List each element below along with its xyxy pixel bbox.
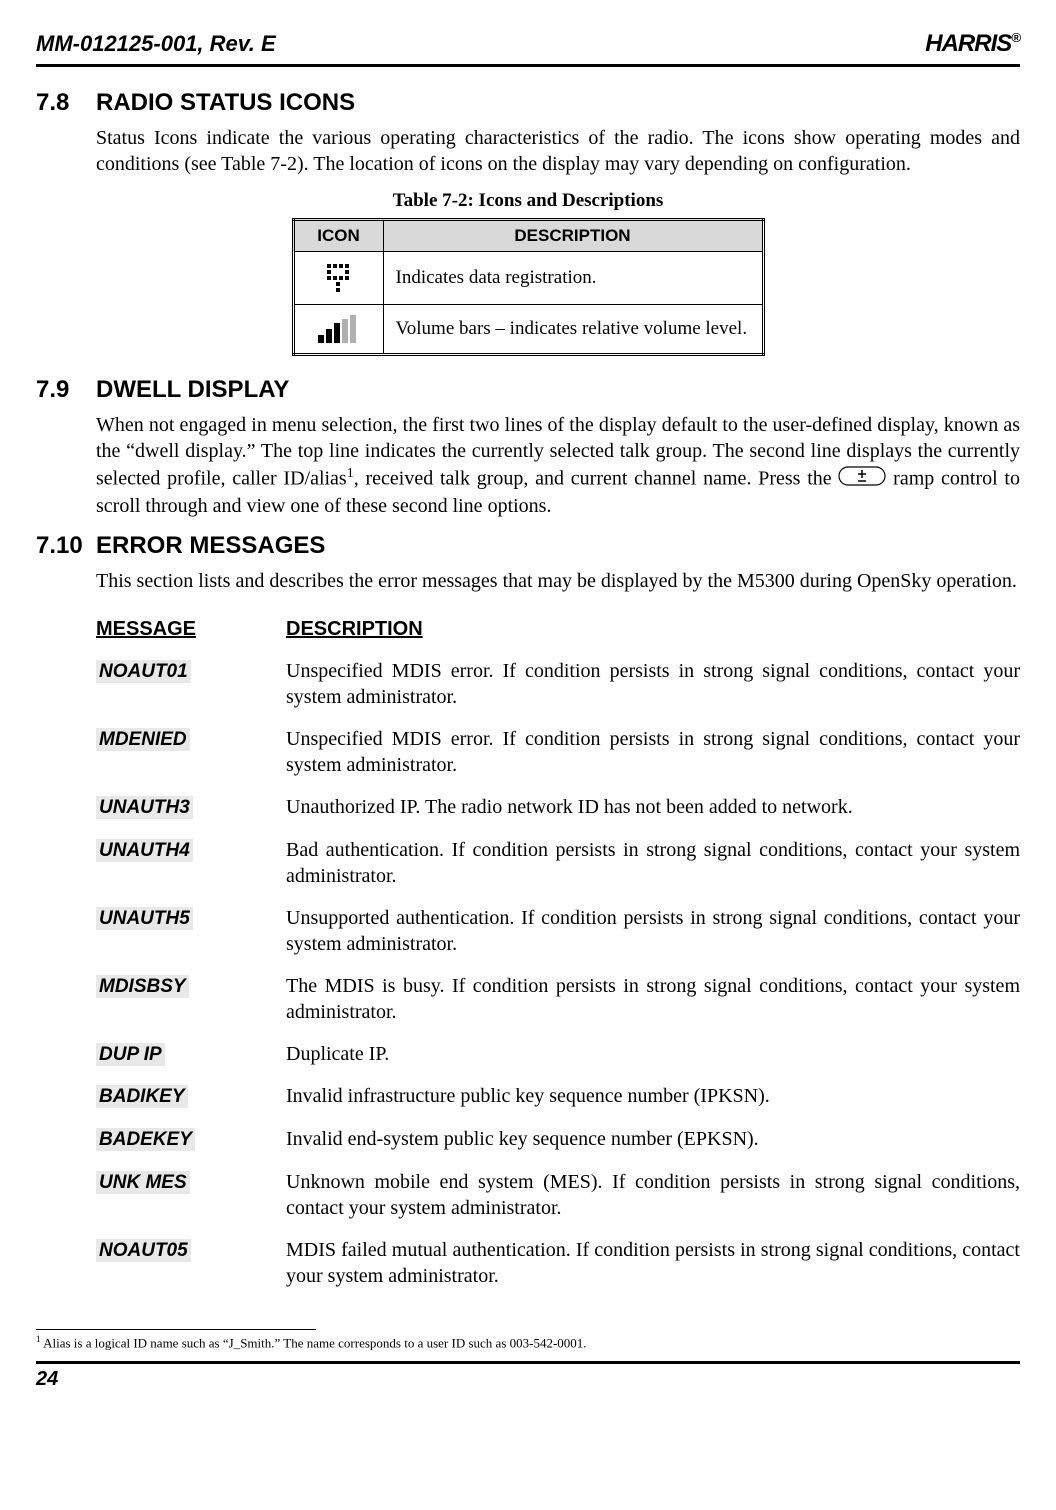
msg-desc: Unspecified MDIS error. If condition per… [286, 652, 1020, 720]
msg-code: NOAUT01 [96, 660, 191, 683]
footnote-ref: 1 [347, 466, 354, 481]
icon-table: ICON DESCRIPTION Indicates data registra… [292, 218, 765, 356]
msg-desc: Unsupported authentication. If condition… [286, 899, 1020, 967]
footnote-rule [36, 1329, 316, 1330]
message-table: MESSAGE DESCRIPTION NOAUT01 Unspecified M… [96, 610, 1020, 1299]
msg-code: UNAUTH3 [96, 796, 193, 819]
ramp-control-icon [838, 466, 886, 493]
icon-cell [293, 304, 383, 354]
header-rule [36, 64, 1020, 67]
volume-bars-icon [316, 313, 362, 345]
section-body-7-10: This section lists and describes the err… [96, 568, 1020, 594]
section-title: ERROR MESSAGES [96, 532, 325, 560]
table-row: MDENIED Unspecified MDIS error. If condit… [96, 720, 1020, 788]
table-row: UNAUTH4 Bad authentication. If condition … [96, 831, 1020, 899]
msg-desc: MDIS failed mutual authentication. If co… [286, 1231, 1020, 1299]
section-num: 7.10 [36, 532, 96, 560]
icon-cell [293, 251, 383, 304]
table-row: UNK MES Unknown mobile end system (MES). … [96, 1163, 1020, 1231]
msg-code: NOAUT05 [96, 1239, 191, 1262]
msg-code: BADEKEY [96, 1128, 195, 1151]
footer-rule [36, 1361, 1020, 1364]
section-body-7-9: When not engaged in menu selection, the … [96, 412, 1020, 520]
section-heading-7-9: 7.9 DWELL DISPLAY [36, 376, 1020, 404]
col-description: DESCRIPTION [383, 219, 763, 251]
table-row: Volume bars – indicates relative volume … [293, 304, 763, 354]
msg-desc: Invalid end-system public key sequence n… [286, 1120, 1020, 1163]
msg-desc: Unknown mobile end system (MES). If cond… [286, 1163, 1020, 1231]
table-row: MDISBSY The MDIS is busy. If condition pe… [96, 967, 1020, 1035]
table-caption: Table 7-2: Icons and Descriptions [36, 190, 1020, 212]
section-heading-7-10: 7.10 ERROR MESSAGES [36, 532, 1020, 560]
section-num: 7.9 [36, 376, 96, 404]
msg-code: MDISBSY [96, 975, 189, 998]
msg-code: UNK MES [96, 1171, 190, 1194]
document-header: MM-012125-001, Rev. E HARRIS® [36, 30, 1020, 58]
msg-code: MDENIED [96, 728, 190, 751]
msg-code: UNAUTH5 [96, 907, 193, 930]
msg-desc: The MDIS is busy. If condition persists … [286, 967, 1020, 1035]
section-num: 7.8 [36, 89, 96, 117]
footnote: 1 Alias is a logical ID name such as “J_… [36, 1334, 1020, 1351]
table-row: NOAUT05 MDIS failed mutual authentication… [96, 1231, 1020, 1299]
icon-description: Indicates data registration. [383, 251, 763, 304]
msg-desc: Invalid infrastructure public key sequen… [286, 1077, 1020, 1120]
section-title: RADIO STATUS ICONS [96, 89, 355, 117]
section-title: DWELL DISPLAY [96, 376, 289, 404]
msg-desc: Unspecified MDIS error. If condition per… [286, 720, 1020, 788]
table-header-row: MESSAGE DESCRIPTION [96, 610, 1020, 652]
page-number: 24 [36, 1368, 1020, 1391]
table-row: NOAUT01 Unspecified MDIS error. If condit… [96, 652, 1020, 720]
table-row: UNAUTH5 Unsupported authentication. If co… [96, 899, 1020, 967]
col-description: DESCRIPTION [286, 618, 423, 640]
table-header-row: ICON DESCRIPTION [293, 219, 763, 251]
msg-desc: Duplicate IP. [286, 1035, 1020, 1078]
table-row: BADIKEY Invalid infrastructure public key… [96, 1077, 1020, 1120]
logo: HARRIS® [925, 30, 1020, 58]
msg-code: UNAUTH4 [96, 839, 193, 862]
section-heading-7-8: 7.8 RADIO STATUS ICONS [36, 89, 1020, 117]
msg-code: BADIKEY [96, 1085, 188, 1108]
table-row: UNAUTH3 Unauthorized IP. The radio networ… [96, 788, 1020, 831]
col-icon: ICON [293, 219, 383, 251]
msg-desc: Unauthorized IP. The radio network ID ha… [286, 788, 1020, 831]
doc-id: MM-012125-001, Rev. E [36, 31, 276, 57]
msg-code: DUP IP [96, 1043, 165, 1066]
table-row: Indicates data registration. [293, 251, 763, 304]
icon-description: Volume bars – indicates relative volume … [383, 304, 763, 354]
col-message: MESSAGE [96, 618, 196, 640]
section-body-7-8: Status Icons indicate the various operat… [96, 125, 1020, 178]
table-row: DUP IP Duplicate IP. [96, 1035, 1020, 1078]
data-registration-icon [321, 260, 357, 296]
table-row: BADEKEY Invalid end-system public key seq… [96, 1120, 1020, 1163]
msg-desc: Bad authentication. If condition persist… [286, 831, 1020, 899]
